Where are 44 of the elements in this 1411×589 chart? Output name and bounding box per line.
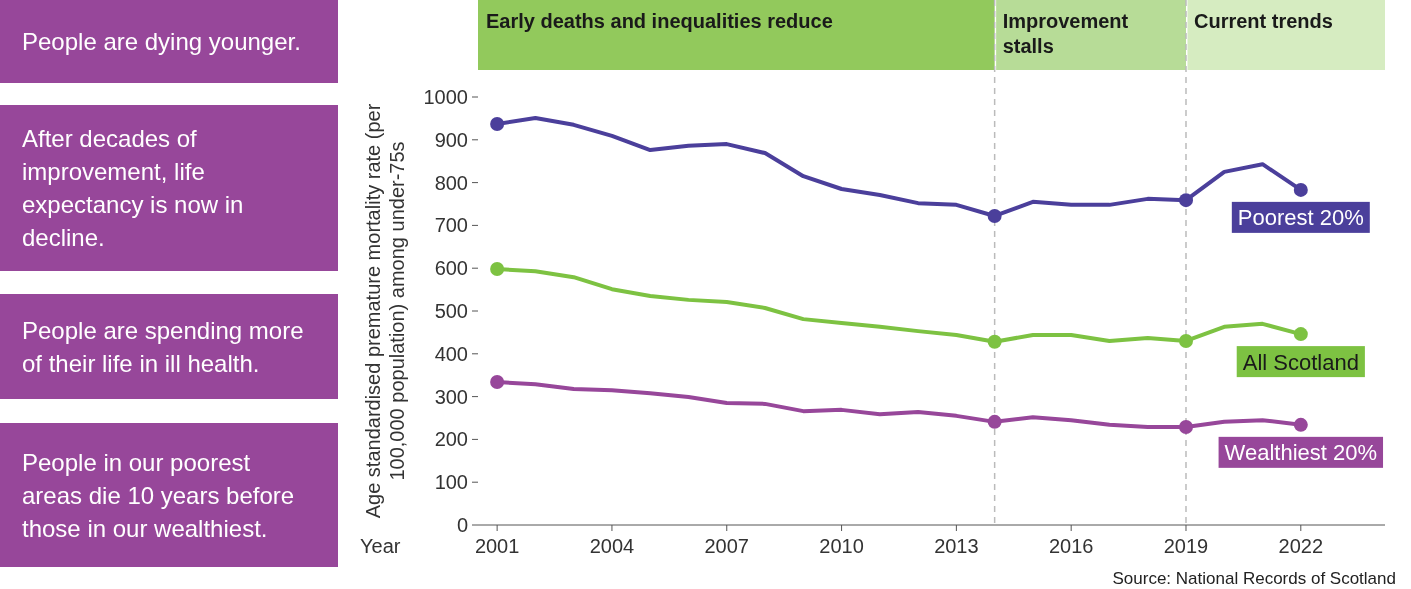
y-tick-label: 600 — [434, 257, 468, 280]
point — [1293, 417, 1308, 432]
text: Improvement stalls — [1002, 10, 1129, 57]
point — [1293, 182, 1308, 197]
y-tick-label: 500 — [434, 300, 468, 322]
point — [987, 208, 1002, 223]
text: People are spending more of their life in ill health. — [22, 316, 304, 377]
y-tick-label: 300 — [434, 385, 468, 408]
text: After decades of improvement, life expectancy is now in decline. — [22, 125, 244, 251]
series-label: All Scotland — [1242, 349, 1359, 375]
point — [1179, 419, 1193, 434]
point — [490, 262, 505, 277]
point — [987, 334, 1002, 349]
source-note: Source: National Records of Scotland — [1112, 569, 1396, 588]
x-tick-label: 2010 — [819, 535, 864, 557]
text: Current trends — [1194, 10, 1333, 32]
y-tick-label: 100 — [434, 471, 468, 494]
point — [490, 116, 505, 131]
y-tick-label: 800 — [434, 171, 468, 194]
point — [1179, 193, 1193, 208]
point — [1179, 333, 1193, 348]
y-axis-title: Age standardised premature mortality rate (per 100,000 population) among under-75s — [362, 103, 408, 519]
y-tick-label: 700 — [434, 214, 468, 237]
x-tick-label: 2022 — [1278, 535, 1324, 557]
y-tick-label: 400 — [434, 342, 468, 365]
y-tick-label: 0 — [456, 514, 468, 536]
y-tick-label: 1000 — [423, 86, 468, 108]
x-tick-label: 2007 — [704, 535, 750, 557]
text: People in our poorest areas die 10 years before those in our wealthiest. — [22, 448, 295, 542]
point — [1293, 327, 1308, 342]
point — [987, 414, 1002, 429]
x-tick-label: 2016 — [1048, 535, 1094, 557]
x-axis-title: Year — [360, 535, 401, 557]
point — [490, 375, 505, 390]
series-label: Wealthiest 20% — [1224, 440, 1378, 466]
text: People are dying younger. — [22, 28, 301, 55]
series-label: Poorest 20% — [1237, 205, 1364, 231]
x-tick-label: 2013 — [934, 535, 979, 557]
x-tick-label: 2004 — [589, 535, 635, 557]
y-tick-label: 200 — [434, 428, 468, 451]
text: Early deaths and inequalities reduce — [486, 10, 833, 32]
x-tick-label: 2001 — [474, 535, 520, 557]
x-tick-label: 2019 — [1163, 535, 1209, 557]
y-tick-label: 900 — [434, 128, 468, 151]
